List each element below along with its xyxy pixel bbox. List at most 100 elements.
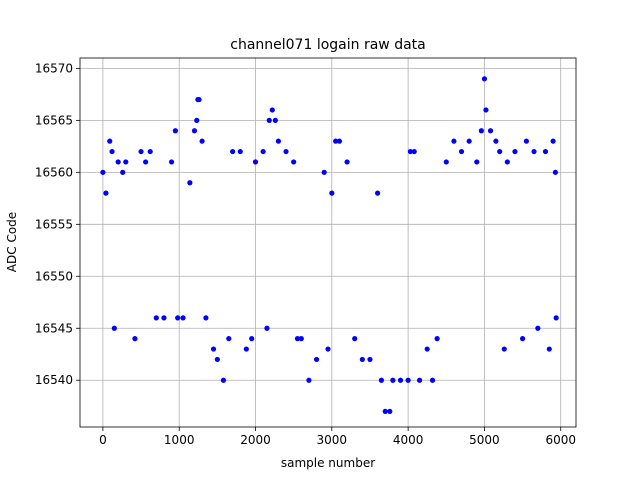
data-point bbox=[264, 325, 270, 331]
plot-frame bbox=[79, 57, 577, 428]
data-point bbox=[367, 356, 373, 363]
data-point bbox=[210, 346, 217, 352]
data-point bbox=[552, 169, 558, 175]
data-point bbox=[333, 138, 339, 144]
data-point bbox=[553, 315, 559, 321]
data-point bbox=[266, 117, 272, 123]
data-point bbox=[497, 148, 503, 155]
data-point bbox=[344, 159, 350, 165]
data-point bbox=[203, 315, 209, 321]
x-tick-label: 0 bbox=[99, 433, 107, 447]
data-point bbox=[375, 190, 381, 196]
data-point bbox=[249, 336, 255, 342]
data-point bbox=[230, 148, 236, 155]
data-point bbox=[550, 138, 556, 144]
data-point bbox=[172, 128, 178, 134]
data-point bbox=[115, 159, 121, 165]
data-point bbox=[109, 148, 115, 155]
data-point bbox=[180, 315, 186, 321]
data-point bbox=[269, 107, 275, 113]
data-point bbox=[535, 325, 541, 331]
data-point bbox=[147, 148, 153, 155]
data-point bbox=[387, 408, 393, 415]
data-point bbox=[138, 148, 144, 155]
x-tick-label: 3000 bbox=[317, 433, 348, 447]
data-point bbox=[466, 138, 472, 144]
data-point bbox=[275, 138, 281, 144]
data-point bbox=[194, 117, 200, 123]
data-point bbox=[100, 169, 106, 175]
data-point bbox=[260, 148, 266, 155]
y-tick-label: 16540 bbox=[35, 373, 73, 387]
data-point bbox=[390, 377, 396, 383]
data-point bbox=[411, 148, 417, 155]
data-point bbox=[546, 346, 552, 352]
data-point bbox=[407, 148, 414, 155]
y-tick-label: 16570 bbox=[35, 61, 73, 75]
data-point bbox=[226, 336, 232, 342]
data-point bbox=[405, 377, 411, 383]
x-tick-label: 2000 bbox=[240, 433, 271, 447]
data-point bbox=[523, 138, 530, 144]
data-point bbox=[199, 138, 205, 144]
data-point bbox=[397, 377, 404, 383]
data-point bbox=[161, 315, 167, 321]
data-point bbox=[493, 138, 499, 144]
data-point bbox=[443, 159, 449, 165]
data-point bbox=[325, 346, 331, 352]
data-point bbox=[252, 159, 259, 165]
data-point bbox=[294, 336, 301, 342]
data-point bbox=[313, 356, 320, 363]
data-point bbox=[359, 356, 365, 363]
data-point bbox=[107, 138, 113, 144]
data-point bbox=[298, 336, 304, 342]
y-tick-label: 16565 bbox=[35, 113, 73, 127]
data-point bbox=[382, 408, 388, 415]
data-point bbox=[352, 336, 358, 342]
data-point bbox=[237, 148, 243, 155]
y-tick-label: 16560 bbox=[35, 165, 73, 179]
data-point bbox=[474, 159, 480, 165]
x-tick-label: 5000 bbox=[469, 433, 500, 447]
x-tick-label: 6000 bbox=[545, 433, 576, 447]
data-point bbox=[132, 336, 138, 342]
y-axis-ticks: 16540 16545 16550 16555 16560 16565 16570 bbox=[35, 61, 80, 387]
data-point bbox=[483, 107, 489, 113]
x-axis-ticks: 0 1000 2000 3000 4000 5000 6000 bbox=[99, 427, 576, 447]
y-tick-label: 16550 bbox=[35, 269, 73, 283]
plot-background bbox=[80, 58, 576, 427]
data-point bbox=[103, 190, 109, 196]
data-point bbox=[434, 336, 440, 342]
data-point bbox=[175, 315, 181, 321]
data-point bbox=[191, 128, 198, 134]
data-point bbox=[111, 325, 117, 331]
data-point bbox=[272, 117, 278, 123]
data-point bbox=[168, 159, 175, 165]
data-point bbox=[424, 346, 430, 352]
data-point bbox=[187, 180, 193, 186]
data-point bbox=[321, 169, 327, 175]
data-point bbox=[123, 159, 129, 165]
plot-area bbox=[80, 58, 576, 427]
data-points bbox=[100, 76, 559, 415]
data-point bbox=[283, 148, 289, 155]
data-point bbox=[378, 377, 385, 383]
data-point bbox=[478, 128, 484, 134]
data-point bbox=[458, 148, 465, 155]
data-point bbox=[120, 169, 126, 175]
y-tick-label: 16555 bbox=[35, 217, 73, 231]
data-point bbox=[416, 377, 423, 383]
data-point bbox=[291, 159, 297, 165]
x-tick-label: 1000 bbox=[164, 433, 195, 447]
data-point bbox=[220, 377, 227, 383]
data-point bbox=[531, 148, 537, 155]
data-point bbox=[243, 346, 249, 352]
x-tick-label: 4000 bbox=[393, 433, 424, 447]
data-point bbox=[336, 138, 343, 144]
data-point bbox=[329, 190, 335, 196]
chart-title: channel071 logain raw data bbox=[230, 37, 425, 53]
y-tick-label: 16545 bbox=[35, 321, 73, 335]
data-point bbox=[481, 76, 488, 82]
data-point bbox=[306, 377, 312, 383]
